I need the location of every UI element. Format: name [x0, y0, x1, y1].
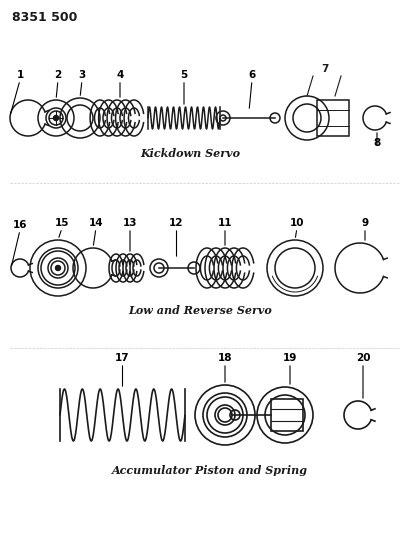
Text: 6: 6 [248, 70, 255, 80]
Text: 12: 12 [169, 218, 183, 228]
Circle shape [53, 116, 58, 120]
Text: 17: 17 [115, 353, 130, 363]
Bar [316, 100, 348, 136]
Text: 15: 15 [55, 218, 69, 228]
Text: 9: 9 [361, 218, 368, 228]
Text: 8351 500: 8351 500 [12, 11, 77, 24]
Text: 13: 13 [122, 218, 137, 228]
Text: 19: 19 [282, 353, 297, 363]
Text: 18: 18 [217, 353, 231, 363]
Text: 7: 7 [321, 64, 328, 74]
Text: 1: 1 [16, 70, 24, 80]
Text: 3: 3 [78, 70, 85, 80]
Text: Accumulator Piston and Spring: Accumulator Piston and Spring [112, 465, 307, 476]
Text: 16: 16 [13, 220, 27, 230]
Text: 14: 14 [88, 218, 103, 228]
Text: 5: 5 [180, 70, 187, 80]
Text: 20: 20 [355, 353, 369, 363]
Text: 8: 8 [373, 138, 380, 148]
Text: 10: 10 [289, 218, 303, 228]
Text: 4: 4 [116, 70, 124, 80]
Text: 2: 2 [54, 70, 61, 80]
Text: Low and Reverse Servo: Low and Reverse Servo [128, 305, 271, 316]
Text: 11: 11 [217, 218, 231, 228]
Bar [270, 399, 302, 431]
Circle shape [55, 265, 61, 271]
Text: Kickdown Servo: Kickdown Servo [139, 148, 239, 159]
